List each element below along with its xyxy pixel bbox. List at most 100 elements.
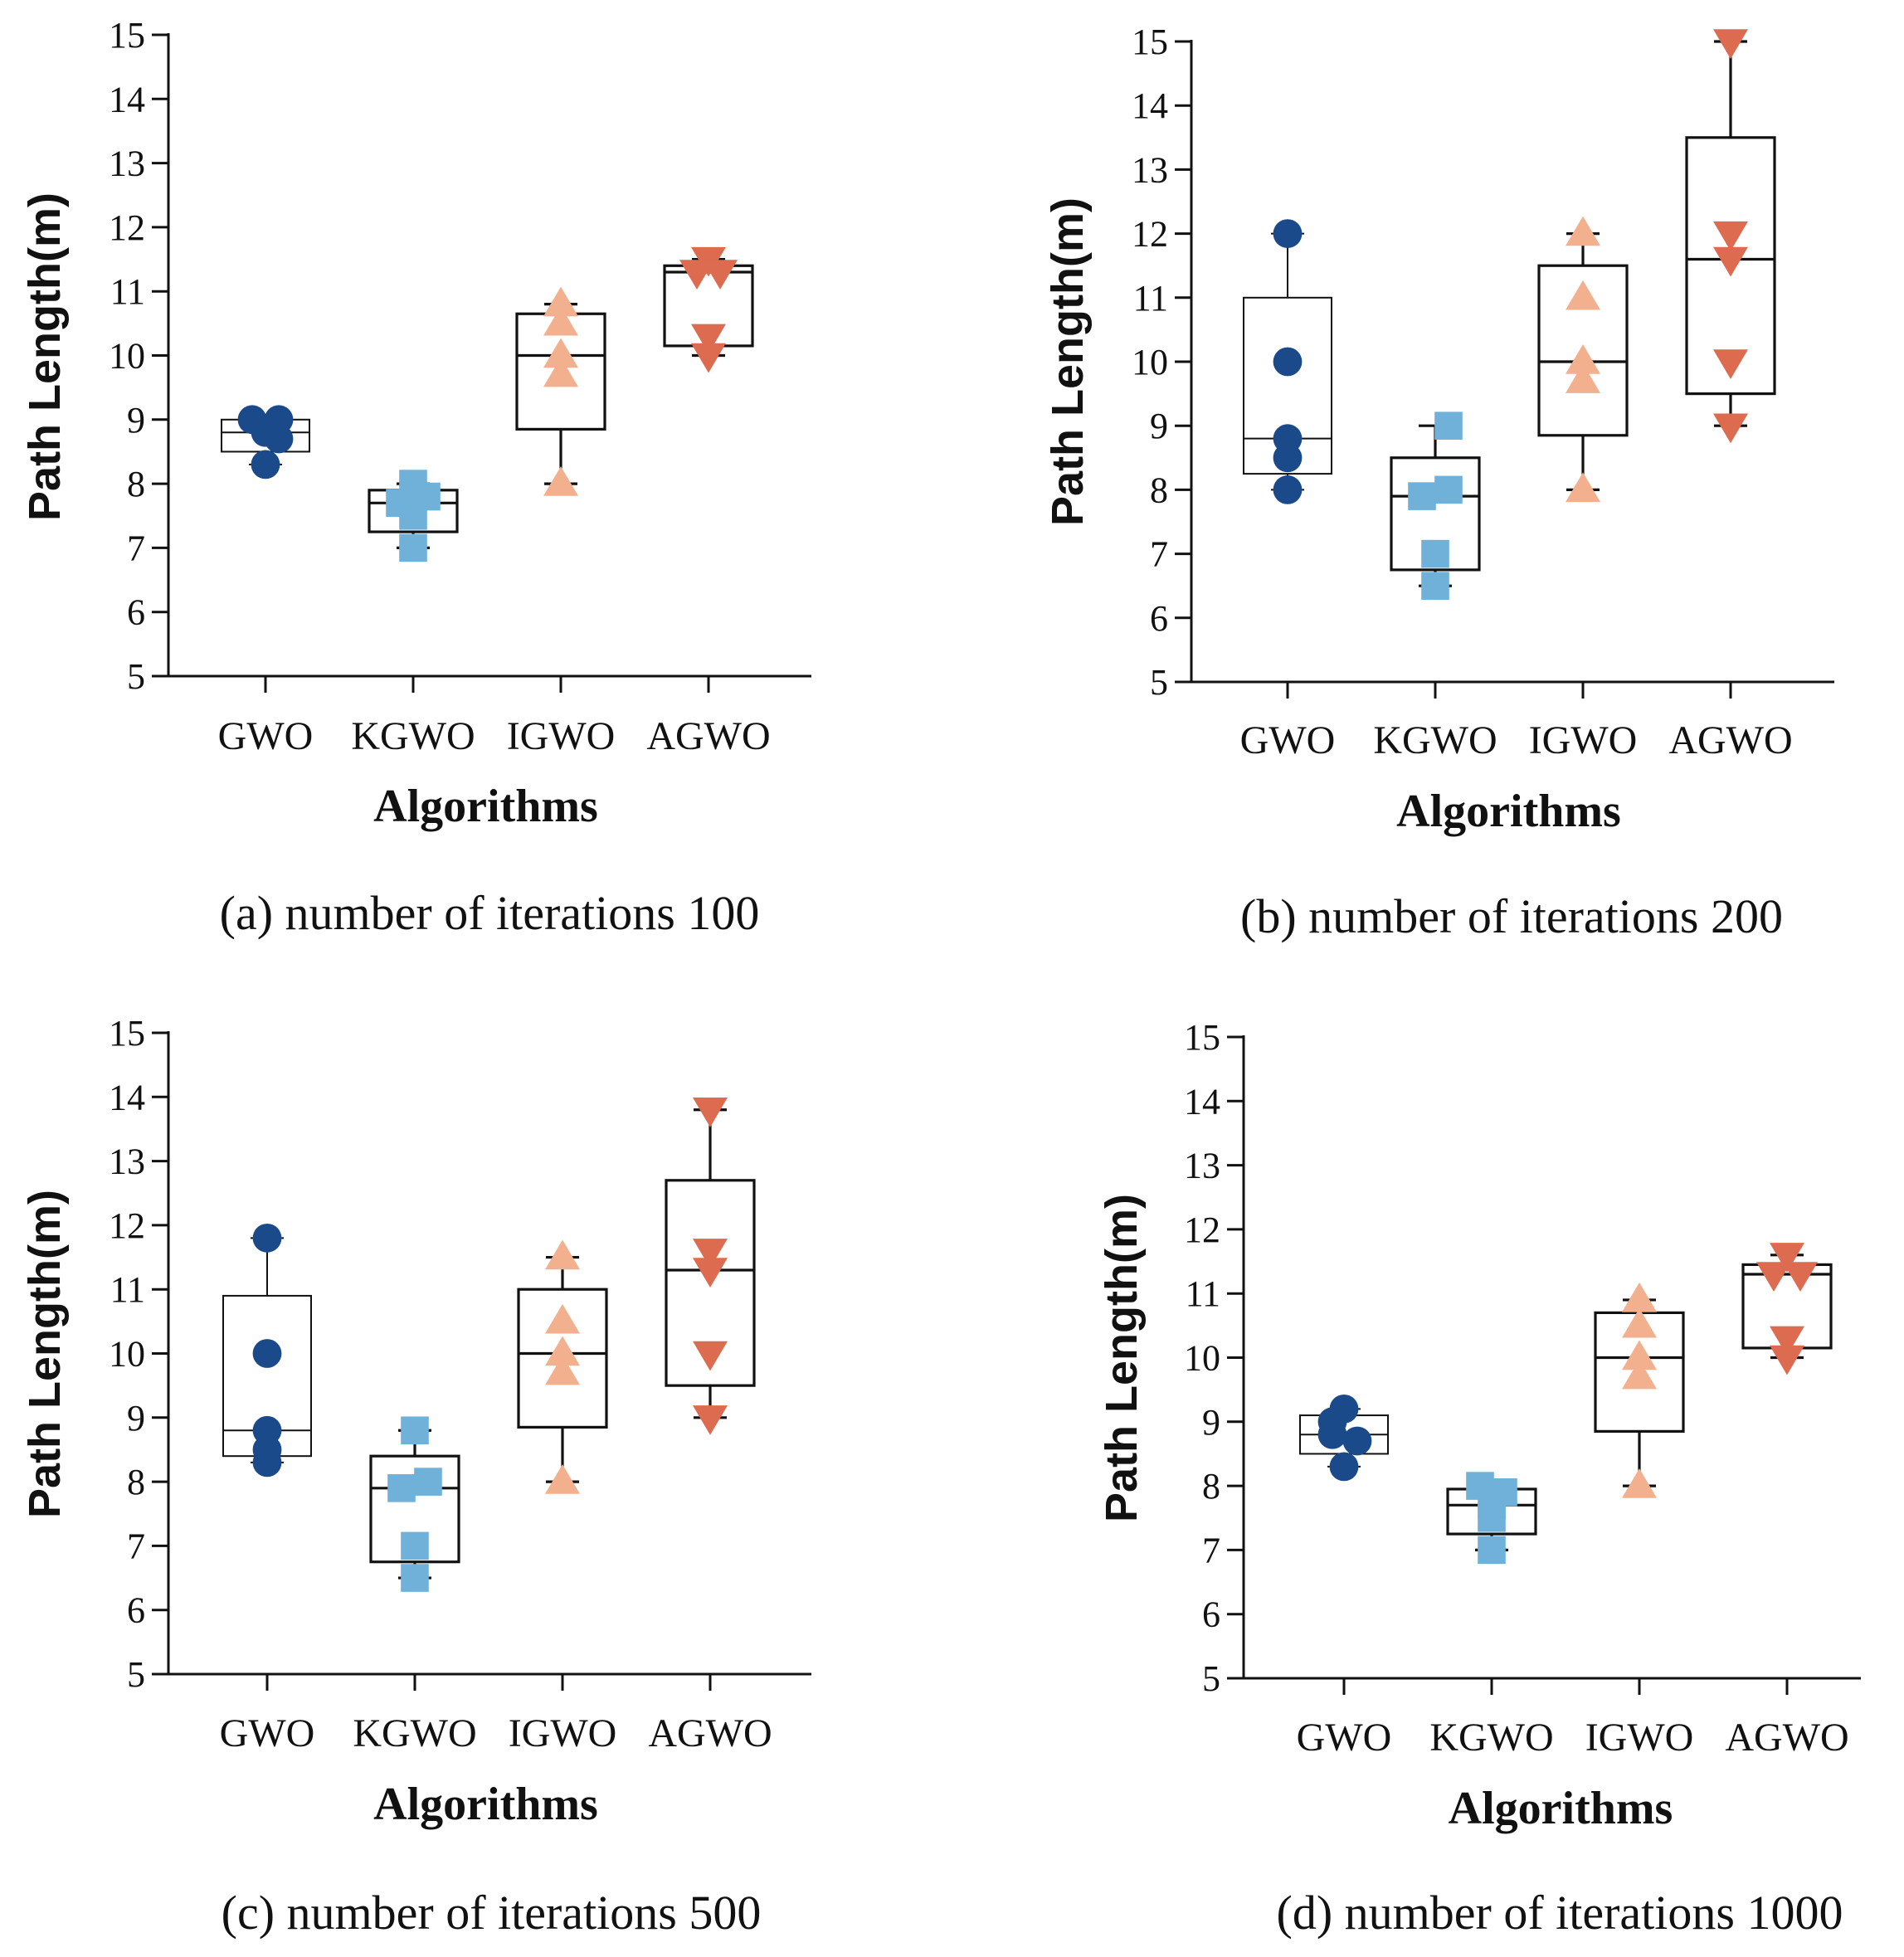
y-tick-label: 11 <box>110 271 145 312</box>
data-point-kgwo <box>1421 572 1449 600</box>
x-tick-label: AGWO <box>1668 718 1792 762</box>
box-agwo <box>1741 1243 1833 1375</box>
y-tick-label: 15 <box>109 1013 145 1054</box>
x-axis-title: Algorithms <box>1396 786 1621 837</box>
y-tick-label: 5 <box>1150 662 1168 703</box>
data-point-kgwo <box>387 1474 416 1502</box>
data-point-igwo <box>1622 1359 1657 1390</box>
y-tick-label: 6 <box>127 592 145 633</box>
data-point-kgwo <box>399 533 427 562</box>
data-point-igwo <box>1566 363 1600 393</box>
y-tick-label: 8 <box>127 464 145 504</box>
data-point-agwo <box>1756 1262 1791 1292</box>
y-tick-label: 12 <box>109 207 145 248</box>
y-tick-label: 14 <box>1184 1081 1220 1122</box>
data-point-igwo <box>543 305 578 336</box>
data-point-agwo <box>1770 1345 1804 1375</box>
data-point-kgwo <box>1434 475 1463 504</box>
data-point-gwo <box>1342 1426 1372 1456</box>
box-igwo <box>1594 1282 1685 1498</box>
box-iqr <box>517 1288 608 1429</box>
box-kgwo <box>369 1416 460 1592</box>
y-axis-title: Path Length(m) <box>1097 1194 1147 1522</box>
data-point-agwo <box>693 1239 728 1268</box>
panel-caption: (a) number of iterations 100 <box>220 886 760 940</box>
data-point-igwo <box>545 1239 580 1270</box>
y-tick-label: 9 <box>1150 406 1168 446</box>
chart-panel-c: 5 6 7 8 9 10 11 12 13 14 15 Path Length(m) GWO KGWO IG… <box>20 1013 811 1940</box>
y-tick-label: 5 <box>1202 1658 1220 1699</box>
y-tick-label: 10 <box>1184 1338 1220 1379</box>
x-tick-label: KGWO <box>353 1711 476 1755</box>
y-tick-label: 7 <box>1150 534 1168 575</box>
y-tick-label: 13 <box>1184 1146 1220 1186</box>
data-point-agwo <box>679 260 714 290</box>
chart-panel-a: 5 6 7 8 9 10 11 12 13 14 15 Path Length(m) GWO KGWO IG… <box>20 15 811 940</box>
box-gwo <box>221 405 310 480</box>
y-tick-label: 12 <box>1132 214 1168 255</box>
x-tick-label: IGWO <box>1585 1716 1694 1760</box>
data-point-agwo <box>1770 1243 1804 1273</box>
data-point-igwo <box>545 1464 580 1494</box>
data-point-igwo <box>543 338 578 368</box>
y-tick-label: 7 <box>127 528 145 568</box>
y-tick-label: 8 <box>1150 470 1168 510</box>
y-tick-label: 10 <box>1132 342 1168 382</box>
box-kgwo <box>368 470 459 562</box>
box-iqr <box>1390 456 1481 572</box>
y-tick-label: 5 <box>127 1654 145 1695</box>
data-point-kgwo <box>401 1416 429 1445</box>
box-agwo <box>663 246 754 373</box>
data-point-kgwo <box>1408 482 1436 510</box>
panel-caption: (c) number of iterations 500 <box>222 1886 762 1940</box>
data-point-igwo <box>1622 1307 1657 1338</box>
data-point-gwo <box>252 1223 282 1253</box>
data-point-agwo <box>1713 413 1748 444</box>
y-tick-label: 5 <box>127 656 145 697</box>
y-tick-label: 10 <box>109 336 145 377</box>
data-point-gwo <box>252 1448 282 1477</box>
data-point-igwo <box>545 1355 580 1385</box>
data-point-gwo <box>1273 347 1303 377</box>
data-point-kgwo <box>401 1531 429 1560</box>
data-point-kgwo <box>1478 1536 1506 1565</box>
y-axis-title: Path Length(m) <box>20 1190 70 1518</box>
y-tick-label: 6 <box>1150 598 1168 639</box>
data-point-kgwo <box>1434 411 1463 440</box>
data-point-igwo <box>545 1303 580 1334</box>
box-kgwo <box>1446 1472 1537 1565</box>
data-point-agwo <box>691 343 726 373</box>
x-tick-label: AGWO <box>1725 1716 1848 1760</box>
x-tick-label: IGWO <box>1529 718 1638 762</box>
y-tick-label: 7 <box>127 1526 145 1566</box>
x-axis-title: Algorithms <box>1449 1783 1673 1834</box>
box-gwo <box>222 1223 312 1477</box>
y-tick-label: 12 <box>109 1205 145 1246</box>
data-point-agwo <box>1770 1326 1804 1356</box>
y-tick-label: 13 <box>109 144 145 184</box>
data-point-gwo <box>252 1339 282 1368</box>
data-point-kgwo <box>399 501 427 530</box>
box-agwo <box>665 1098 756 1435</box>
data-point-gwo <box>1273 475 1303 504</box>
box-iqr <box>1243 296 1332 475</box>
data-point-igwo <box>1622 1282 1657 1312</box>
y-tick-label: 15 <box>1132 22 1168 62</box>
data-point-igwo <box>1566 472 1600 503</box>
panel-caption: (b) number of iterations 200 <box>1240 889 1783 943</box>
x-axis-title: Algorithms <box>373 1779 598 1830</box>
data-point-agwo <box>1713 221 1748 251</box>
box-gwo <box>1243 219 1332 504</box>
y-tick-label: 11 <box>1186 1273 1220 1314</box>
data-point-igwo <box>1622 1468 1657 1498</box>
box-igwo <box>1537 216 1629 503</box>
y-tick-label: 15 <box>1184 1017 1220 1058</box>
data-point-igwo <box>1566 280 1600 310</box>
data-point-agwo <box>693 1258 728 1288</box>
x-tick-label: KGWO <box>351 714 475 758</box>
y-tick-label: 15 <box>109 15 145 56</box>
box-kgwo <box>1390 411 1481 600</box>
box-iqr <box>369 1454 460 1564</box>
y-tick-label: 11 <box>110 1269 145 1310</box>
y-tick-label: 10 <box>109 1334 145 1375</box>
